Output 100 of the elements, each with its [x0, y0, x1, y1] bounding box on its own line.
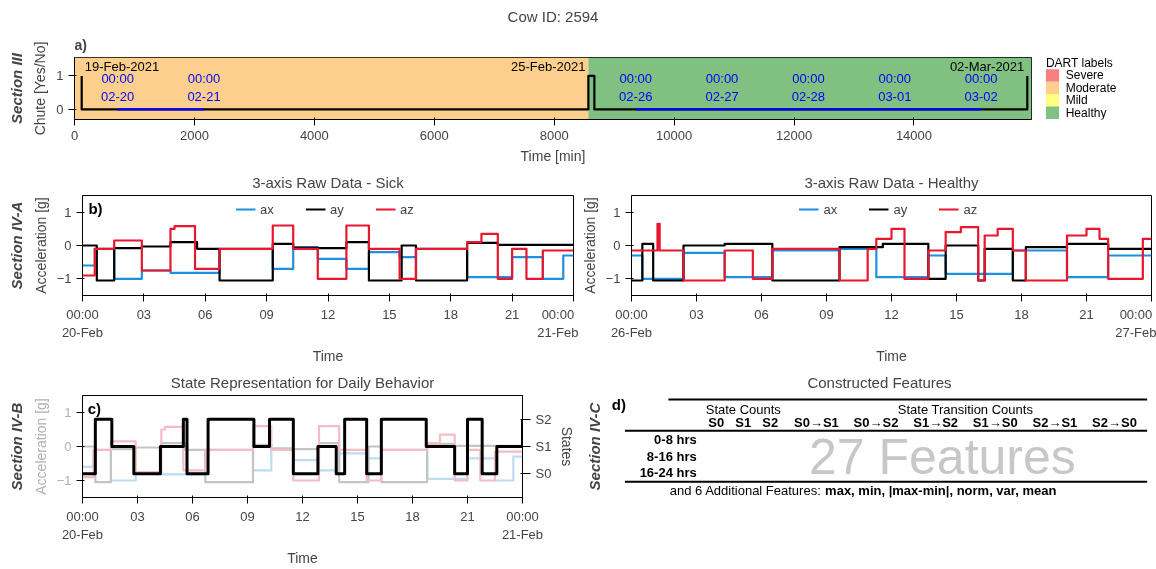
- x-tick-label: 10000: [656, 127, 693, 143]
- data-label: 00:00 02-27: [705, 71, 739, 105]
- x-tick-label: 00:00 20-Feb: [61, 306, 104, 340]
- legend-label: az: [400, 201, 415, 217]
- category-label: S2→S0: [1092, 415, 1137, 431]
- text: State Counts: [705, 401, 782, 417]
- x-tick-label: 18: [443, 306, 458, 322]
- annotation: b): [88, 199, 103, 217]
- legend-label: ay: [893, 201, 909, 217]
- annotation: c): [87, 399, 102, 417]
- x-tick-label: 2000: [179, 127, 209, 143]
- legend-label: az: [963, 201, 979, 217]
- legend-label: ax: [823, 201, 839, 217]
- category-label: S0: [708, 415, 725, 431]
- x-tick-label: 8000: [539, 127, 569, 143]
- category-label: 0-8 hrs: [654, 432, 697, 448]
- text: Section III: [7, 52, 25, 124]
- x-tick-label: 4000: [299, 127, 329, 143]
- category-label: S1→S2: [913, 415, 959, 431]
- x-tick-label: 15: [949, 306, 964, 322]
- category-label: S2→S1: [1032, 415, 1078, 431]
- chart-title: 3-axis Raw Data - Sick: [252, 173, 405, 191]
- x-tick-label: 06: [754, 306, 769, 322]
- category-label: Mild: [1065, 93, 1088, 108]
- text: d): [611, 395, 627, 413]
- y-tick-label: 1: [64, 204, 72, 220]
- category-label: S0→S2: [853, 415, 899, 431]
- x-tick-label: 00:00 21-Feb: [537, 306, 579, 340]
- annotation: 25-Feb-2021: [510, 58, 586, 74]
- y-tick-label: 1: [64, 405, 72, 420]
- text: State Transition Counts: [897, 401, 1034, 417]
- chart-title: 3-axis Raw Data - Healthy: [804, 173, 980, 191]
- x-tick-label: 03: [130, 508, 145, 524]
- x-tick-label: 03: [689, 306, 704, 322]
- category-label: Healthy: [1065, 105, 1107, 120]
- data-label: 00:00 02-20: [101, 71, 135, 105]
- data-label: 00:00 02-21: [187, 71, 221, 105]
- data-label: 00:00 02-26: [619, 71, 653, 105]
- text: Section IV-C: [585, 401, 603, 491]
- y-tick-label: 0: [64, 439, 72, 454]
- ref-line-label: S0: [535, 466, 552, 482]
- x-tick-label: 18: [405, 508, 420, 524]
- annotation: 02-Mar-2021: [949, 58, 1025, 74]
- y-tick-label: 0: [56, 101, 64, 117]
- category-label: Severe: [1065, 68, 1105, 83]
- ref-line-label: S2: [535, 411, 552, 427]
- x-tick-label: 12: [295, 508, 310, 524]
- x-tick-label: 12: [884, 306, 899, 322]
- x-tick-label: 15: [382, 306, 397, 322]
- x-axis-title: Time [min]: [520, 147, 586, 164]
- x-tick-label: 00:00 27-Feb: [1115, 306, 1156, 340]
- text: a): [74, 36, 87, 53]
- category-label: Moderate: [1065, 80, 1117, 95]
- x-tick-label: 15: [350, 508, 365, 524]
- x-tick-label: 09: [819, 306, 834, 322]
- category-label: 8-16 hrs: [646, 448, 697, 464]
- x-tick-label: 00:00 21-Feb: [501, 508, 544, 542]
- x-tick-label: 12: [320, 306, 336, 322]
- y-tick-label: 0: [613, 238, 621, 253]
- category-label: S0→S1: [794, 415, 839, 431]
- data-label: 00:00 03-02: [964, 71, 998, 105]
- x-tick-label: 03: [136, 306, 152, 322]
- y-tick-label: 0: [64, 238, 72, 253]
- y-axis-title: Chute [Yes/No]: [32, 41, 49, 136]
- y-tick-label: 1: [613, 204, 621, 220]
- chart-title: Cow ID: 2594: [507, 7, 599, 25]
- text: Constructed Features: [807, 373, 952, 391]
- x-tick-label: 18: [1014, 306, 1029, 322]
- category-label: S1: [735, 415, 752, 431]
- y-axis-title: Acceleration [g]: [581, 197, 598, 294]
- x-tick-label: 06: [185, 508, 200, 524]
- x-axis-title: Time: [876, 347, 908, 364]
- text: Section IV-A: [7, 201, 25, 290]
- y2-axis-title: States: [559, 426, 576, 467]
- text: and 6 Additional Features:: [669, 483, 821, 499]
- category-label: S2: [762, 415, 779, 431]
- ref-line-label: S1: [535, 439, 552, 454]
- text: 27 Features: [808, 429, 1076, 486]
- x-tick-label: 14000: [895, 127, 933, 143]
- y-tick-label: −1: [56, 473, 72, 488]
- x-tick-label: 06: [198, 306, 213, 322]
- x-tick-label: 12000: [775, 127, 813, 143]
- x-axis-title: Time: [312, 347, 344, 364]
- chart-title: State Representation for Daily Behavior: [170, 373, 435, 391]
- x-tick-label: 00:00 20-Feb: [61, 508, 104, 542]
- x-axis-title: Time: [287, 549, 319, 566]
- x-tick-label: 6000: [419, 127, 449, 143]
- x-tick-label: 09: [259, 306, 274, 322]
- text: Section IV-B: [7, 402, 25, 491]
- x-tick-label: 21: [504, 306, 520, 322]
- legend-label: ay: [330, 201, 345, 217]
- y-tick-label: 1: [56, 68, 64, 84]
- x-tick-label: 21: [1079, 306, 1094, 322]
- legend-label: ax: [260, 201, 275, 217]
- legend-title: DART labels: [1045, 56, 1113, 71]
- y-axis-title: Acceleration [g]: [32, 197, 49, 294]
- y-tick-label: −1: [56, 271, 72, 287]
- x-tick-label: 09: [240, 508, 255, 524]
- category-label: 16-24 hrs: [639, 465, 697, 481]
- annotation: 19-Feb-2021: [84, 58, 160, 74]
